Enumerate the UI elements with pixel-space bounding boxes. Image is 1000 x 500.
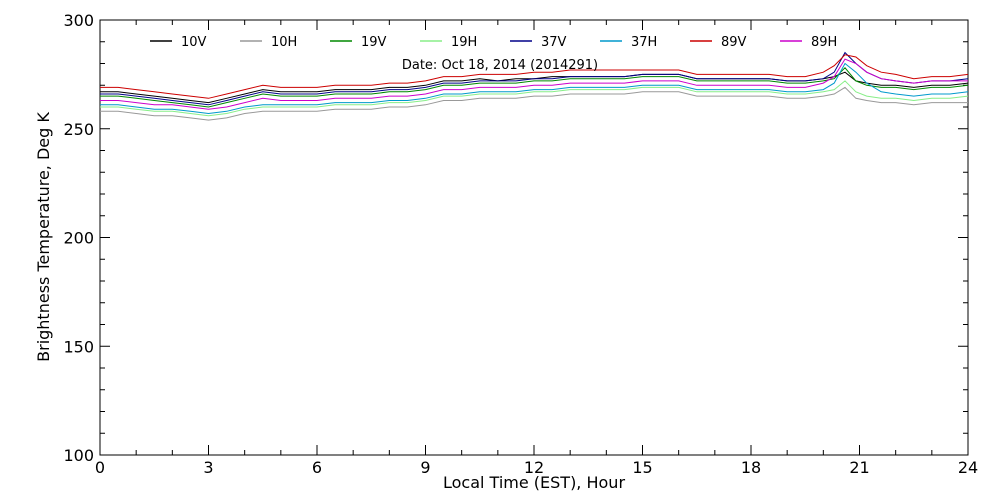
y-tick-label: 200 — [63, 229, 94, 248]
series-line-10h — [100, 86, 968, 121]
x-tick-label: 6 — [312, 458, 322, 477]
axis-ticks — [99, 19, 969, 456]
x-tick-label: 0 — [95, 458, 105, 477]
x-tick-label: 15 — [632, 458, 652, 477]
legend-label-89h: 89H — [811, 35, 837, 50]
series-line-19h — [100, 80, 969, 117]
y-tick-label: 100 — [63, 446, 94, 465]
x-tick-label: 18 — [741, 458, 761, 477]
x-tick-label: 24 — [958, 458, 978, 477]
x-tick-label: 3 — [203, 458, 213, 477]
series-line-89h — [100, 58, 968, 110]
y-axis-title: Brightness Temperature, Deg K — [34, 112, 53, 362]
date-annotation: Date: Oct 18, 2014 (2014291) — [402, 58, 598, 73]
legend-label-10h: 10H — [271, 35, 297, 50]
series-line-89v — [100, 54, 969, 99]
x-tick-label: 21 — [849, 458, 869, 477]
y-tick-label: 300 — [63, 11, 94, 30]
y-tick-label: 250 — [63, 120, 94, 139]
series-lines — [100, 51, 969, 121]
legend-label-89v: 89V — [721, 35, 747, 50]
legend-label-37h: 37H — [631, 35, 657, 50]
y-tick-label: 150 — [63, 337, 94, 356]
x-tick-label: 9 — [420, 458, 430, 477]
legend: 10V 10H 19V 19H 37V 37H 89V 89H — [150, 35, 837, 50]
legend-label-19h: 19H — [451, 35, 477, 50]
legend-label-19v: 19V — [361, 35, 387, 50]
series-line-10v — [100, 71, 969, 104]
axis-tick-labels: 0 3 6 9 12 15 18 21 24 100 150 200 250 300 — [63, 11, 978, 477]
x-tick-label: 12 — [524, 458, 544, 477]
series-line-37h — [100, 62, 969, 115]
series-line-19v — [100, 67, 969, 108]
legend-label-37v: 37V — [541, 35, 567, 50]
x-axis-title: Local Time (EST), Hour — [443, 473, 625, 492]
legend-label-10v: 10V — [181, 35, 207, 50]
